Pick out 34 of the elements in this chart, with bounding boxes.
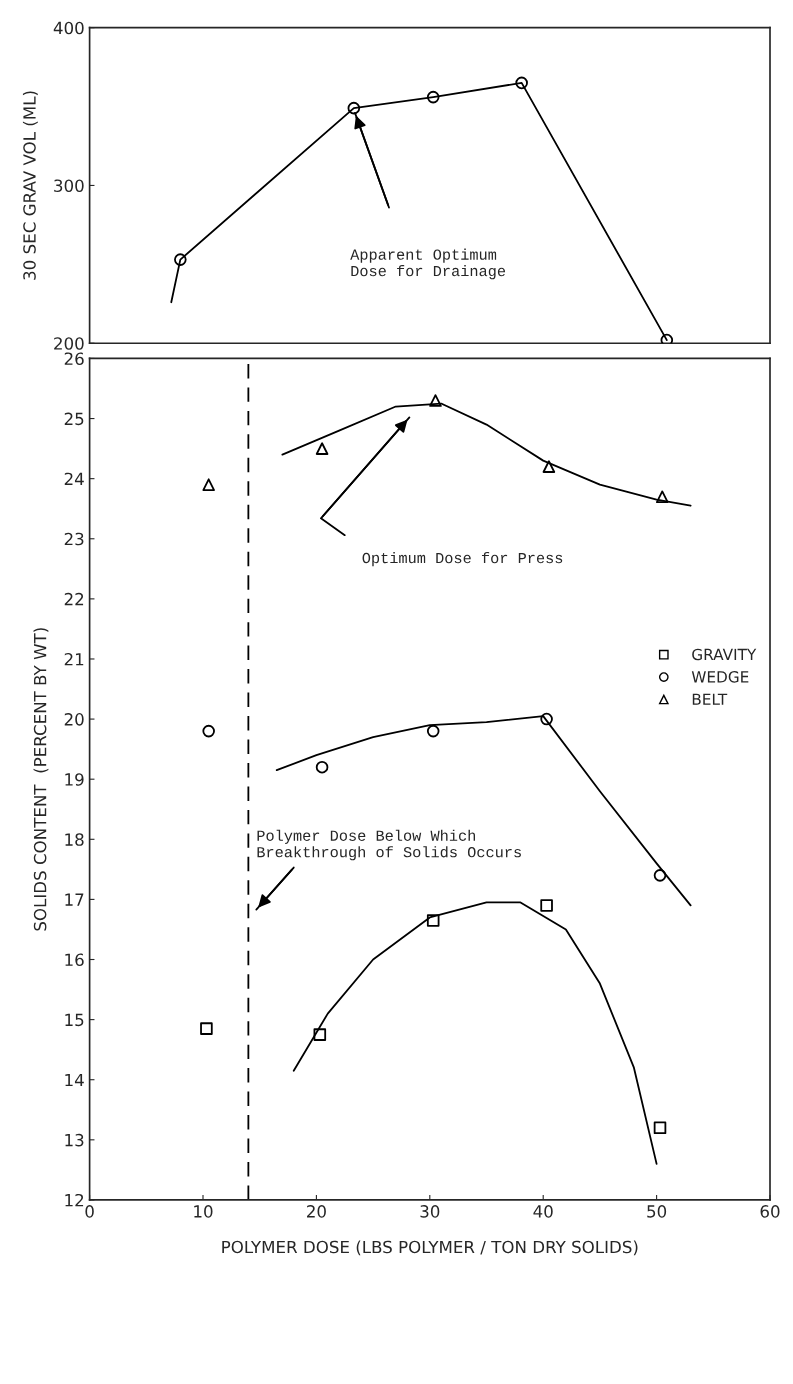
annotation: Optimum Dose for Press [362,551,563,567]
y-tick-label: 300 [54,179,84,193]
y-tick-label: 19 [65,773,84,786]
y-tick-label: 25 [64,412,84,426]
y-tick-label: 24 [64,472,84,485]
x-tick-label: 0 [85,1205,94,1218]
y-tick-label: 21 [64,652,84,666]
x-tick-label: 10 [194,1205,213,1218]
x-tick-label: 30 [420,1205,440,1218]
y-tick-label: 12 [65,1193,84,1207]
y-tick-label: 200 [54,337,84,350]
y-tick-label: 400 [53,21,84,35]
y-tick-label: 17 [65,893,84,906]
x-axis-title: POLYMER DOSE (LBS POLYMER / TON DRY SOLIDS) [222,1240,638,1256]
y-tick-label: 13 [65,1133,84,1147]
y-tick-label: 26 [64,352,84,366]
legend-label: BELT [692,693,728,705]
y-tick-label: 18 [65,833,84,846]
x-tick-label: 50 [647,1205,667,1218]
y-tick-label: 22 [64,592,84,606]
x-tick-label: 20 [307,1205,326,1218]
annotation: Apparent Optimum Dose for Drainage [350,248,506,280]
x-tick-label: 40 [533,1205,553,1218]
x-tick-label: 60 [760,1205,780,1218]
y-tick-label: 23 [64,532,84,546]
y-tick-label: 16 [65,953,84,967]
legend-label: WEDGE [691,671,749,683]
y-tick-label: 15 [65,1013,84,1027]
y-axis-title: 30 SEC GRAV VOL (ML) [22,91,38,280]
y-tick-label: 20 [64,713,84,726]
y-axis-title: SOLIDS CONTENT (PERCENT BY WT) [33,628,49,931]
legend-label: GRAVITY [692,648,757,661]
y-tick-label: 14 [65,1073,84,1087]
annotation: Polymer Dose Below Which Breakthrough of Solids Occurs [257,829,521,861]
